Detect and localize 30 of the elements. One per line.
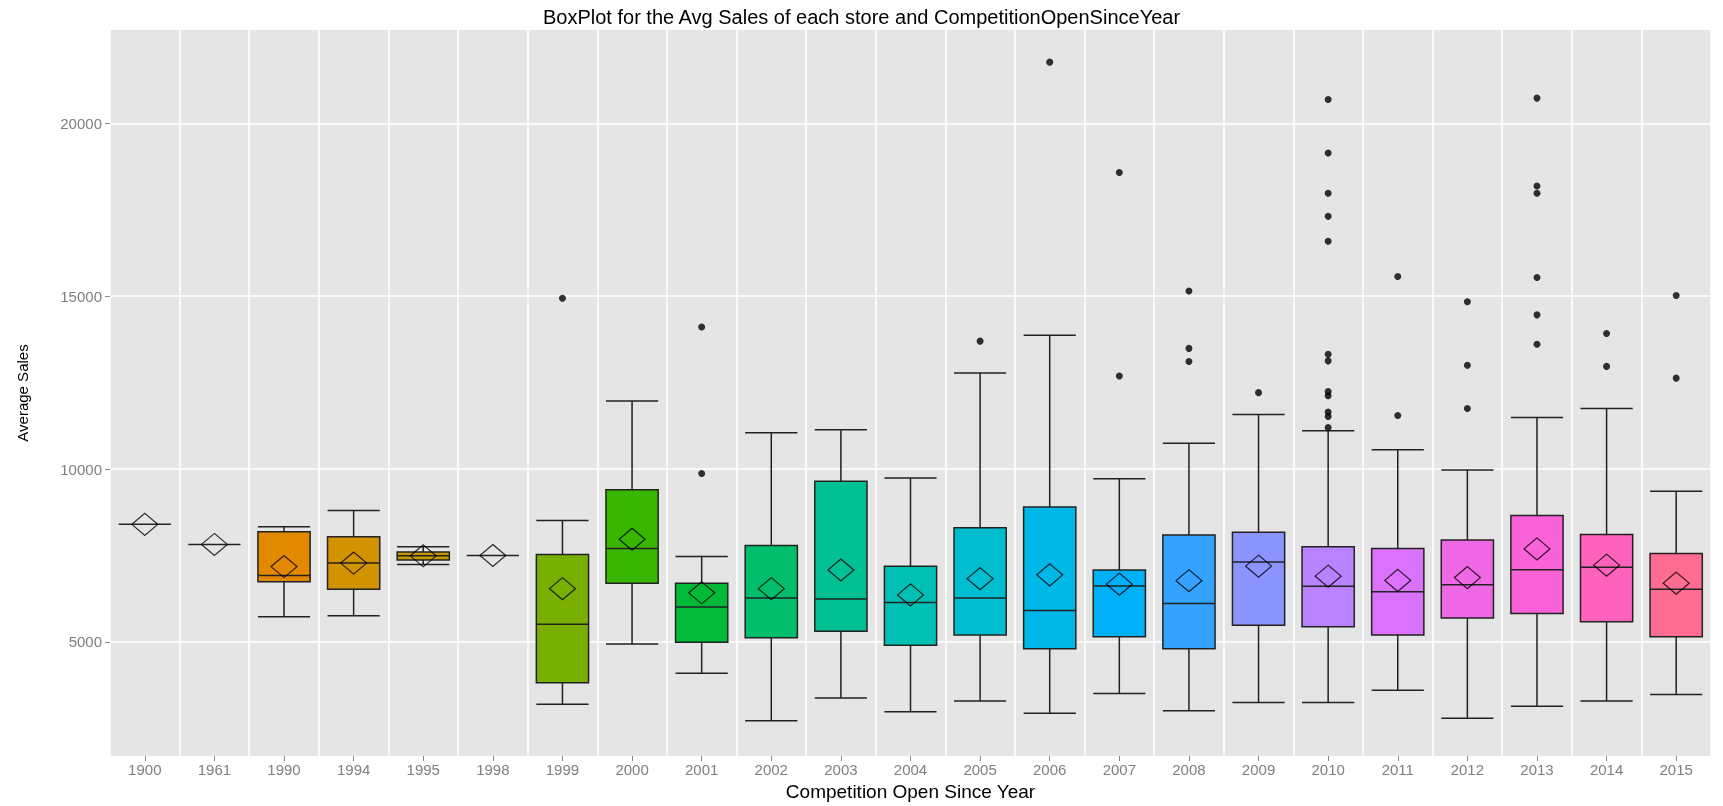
x-tick-label: 2013 — [1520, 761, 1554, 778]
x-tick-label: 2001 — [684, 761, 719, 778]
x-tick-label: 2003 — [824, 761, 858, 778]
x-tick-label: 2015 — [1659, 761, 1693, 778]
x-tick-label: 2010 — [1311, 761, 1345, 778]
x-tick-label: 1990 — [267, 761, 301, 778]
y-tick-label: 5000 — [68, 633, 102, 651]
y-tick-label: 10000 — [60, 460, 102, 478]
x-tick-label: 1994 — [336, 761, 371, 778]
x-tick-label: 2006 — [1033, 761, 1067, 778]
x-tick-label: 2009 — [1241, 761, 1276, 778]
x-tick-label: 2012 — [1450, 761, 1485, 778]
x-tick-label: 2000 — [615, 761, 649, 778]
y-axis-title: Average Sales — [14, 344, 31, 442]
x-tick-label: 2005 — [963, 761, 997, 778]
x-tick-label: 2002 — [754, 761, 788, 778]
x-tick-label: 1900 — [128, 761, 162, 778]
x-axis-title: Competition Open Since Year — [785, 780, 1036, 802]
y-tick-label: 20000 — [60, 114, 102, 132]
x-tick-label: 2011 — [1381, 761, 1414, 778]
x-tick-label: 1995 — [406, 761, 440, 778]
chart-title: BoxPlot for the Avg Sales of each store and CompetitionOpenSinceYear — [542, 6, 1181, 28]
x-tick-label: 2007 — [1102, 761, 1137, 778]
x-tick-label: 2008 — [1172, 761, 1206, 778]
x-tick-label: 1961 — [197, 761, 232, 778]
x-tick-label: 2004 — [893, 761, 928, 778]
x-tick-label: 1999 — [545, 761, 580, 778]
x-tick-label: 1998 — [476, 761, 510, 778]
y-tick-label: 15000 — [60, 287, 102, 305]
x-tick-label: 2014 — [1589, 761, 1624, 778]
